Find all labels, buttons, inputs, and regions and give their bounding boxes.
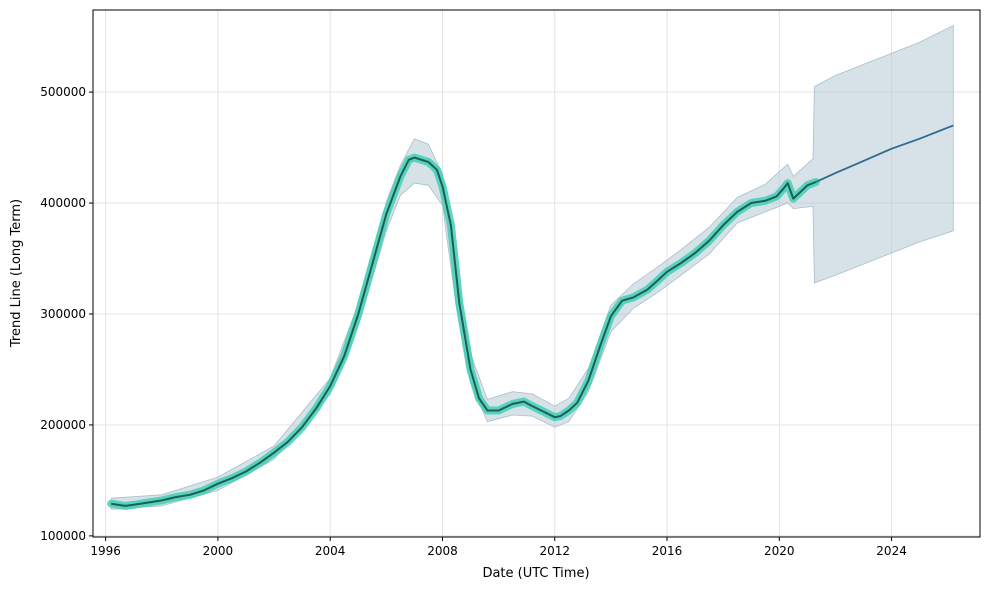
y-tick-label: 500000: [40, 85, 86, 99]
x-tick-label: 2024: [876, 544, 907, 558]
x-axis-ticks: 1996 2000 2004 2008 2012 2016 2020 2024: [90, 537, 907, 558]
x-tick-label: 1996: [90, 544, 121, 558]
plot-frame: [92, 9, 981, 538]
y-axis-label: Trend Line (Long Term): [9, 199, 24, 348]
bands: [110, 24, 954, 510]
lines: [107, 124, 954, 510]
uncertainty-band: [110, 24, 954, 510]
x-tick-label: 2016: [652, 544, 683, 558]
x-axis-label: Date (UTC Time): [482, 566, 589, 581]
x-tick-label: 2012: [539, 544, 570, 558]
y-tick-label: 300000: [40, 307, 86, 321]
x-tick-label: 2000: [203, 544, 234, 558]
forecast-trend-line: [815, 124, 954, 183]
x-tick-label: 2004: [315, 544, 346, 558]
x-tick-label: 2008: [427, 544, 458, 558]
history-trend-line: [111, 156, 817, 507]
y-tick-label: 400000: [40, 196, 86, 210]
y-axis-ticks: 100000 200000 300000 400000 500000: [40, 85, 93, 543]
x-tick-label: 2020: [764, 544, 795, 558]
y-tick-label: 100000: [40, 529, 86, 543]
y-tick-label: 200000: [40, 418, 86, 432]
